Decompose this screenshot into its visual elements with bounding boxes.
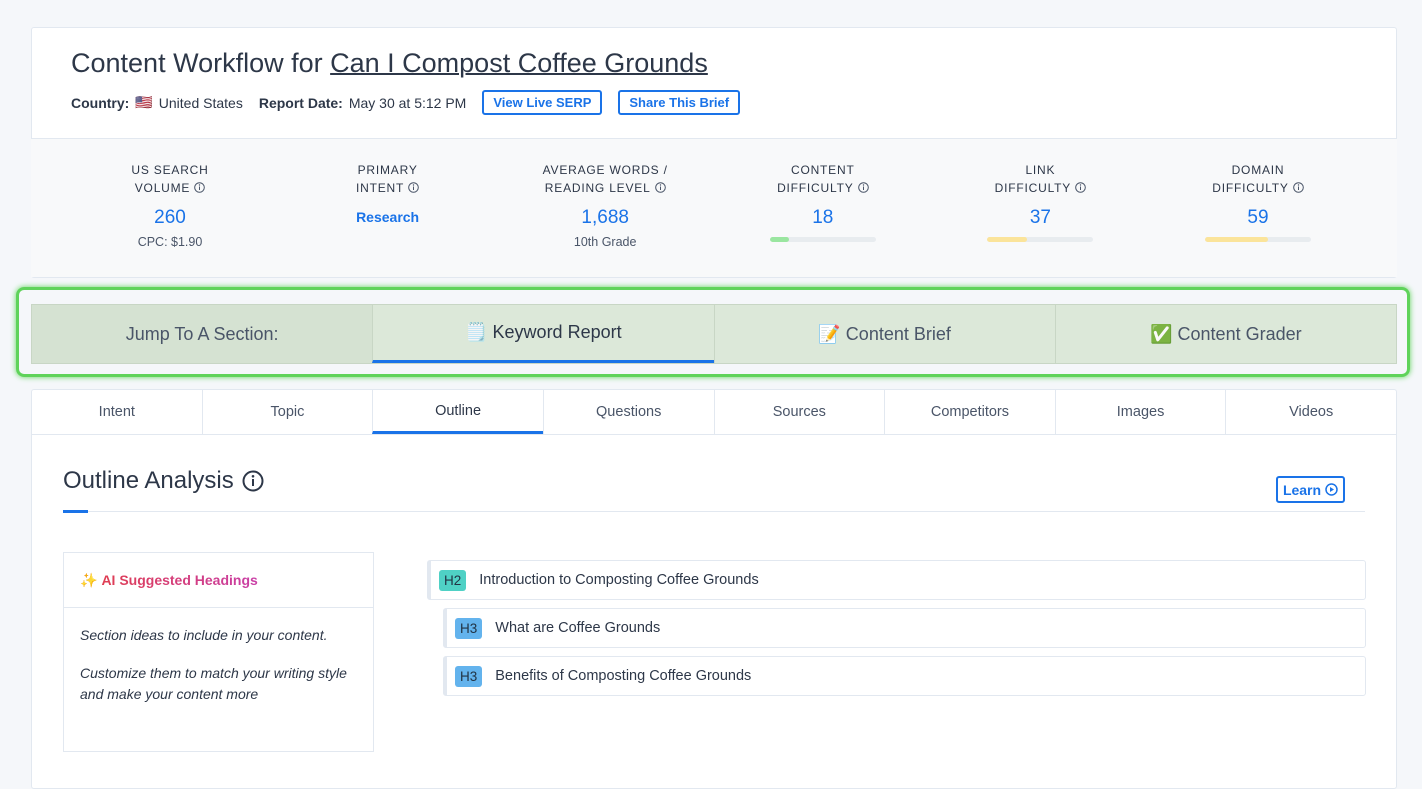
tab[interactable]: Sources (713, 390, 885, 434)
sidebar-text: Section ideas to include in your content… (80, 627, 328, 643)
jump-section[interactable]: 🗒️ Keyword Report (372, 305, 714, 363)
page: Content Workflow for Can I Compost Coffe… (16, 27, 1410, 789)
ai-sidebar: ✨ AI Suggested Headings Section ideas to … (63, 552, 374, 752)
metric: US SEARCH VOLUME 260 CPC: $1.90 (61, 139, 279, 249)
metric: DOMAIN DIFFICULTY 59 (1149, 139, 1367, 242)
info-icon[interactable] (1292, 182, 1304, 193)
heading-level: H3 (455, 665, 483, 687)
play-icon (1325, 483, 1338, 496)
metric-label: PRIMARY INTENT (279, 161, 497, 197)
metric: AVERAGE WORDS / READING LEVEL 1,688 10th Gr… (496, 139, 714, 249)
sidebar-body: Section ideas to include in your content… (64, 625, 373, 705)
difficulty-bar (769, 237, 789, 242)
sidebar-text: Customize them to match your writing sty… (80, 665, 347, 702)
heading-row: H3 What are Coffee Grounds (443, 608, 1366, 648)
difficulty-track (1205, 237, 1311, 242)
metric-label-line: READING LEVEL (544, 181, 651, 195)
country-label: Country: (71, 94, 130, 111)
metric-value: 37 (1029, 207, 1051, 228)
heading-row: H2 Introduction to Composting Coffee Grou… (427, 560, 1366, 600)
view-serp-button[interactable]: View Live SERP (482, 90, 603, 115)
tab[interactable]: Outline (372, 390, 543, 434)
heading-row: H3 Benefits of Composting Coffee Grounds (443, 656, 1366, 696)
country-flag: 🇺🇸 (135, 94, 153, 110)
sparkle-icon: ✨ (80, 571, 98, 588)
metric: PRIMARY INTENT Research (279, 139, 497, 225)
title-prefix: Content Workflow for (71, 48, 323, 78)
metric-label: DOMAIN DIFFICULTY (1149, 161, 1367, 197)
metric-label-line: VOLUME (134, 181, 191, 195)
metric-label-line: DIFFICULTY (1212, 181, 1289, 195)
metric-label-line: CONTENT (790, 163, 855, 177)
metric-label-line: PRIMARY (357, 163, 418, 177)
report-date: May 30 at 5:12 PM (348, 94, 467, 111)
metric-label-line: DIFFICULTY (777, 181, 854, 195)
tab[interactable]: Images (1054, 390, 1226, 434)
info-icon[interactable] (654, 182, 666, 193)
jump-section[interactable]: ✅ Content Grader (1054, 305, 1396, 363)
difficulty-bar (1205, 237, 1268, 242)
info-icon[interactable] (408, 182, 419, 193)
info-icon[interactable] (242, 470, 264, 492)
tab[interactable]: Competitors (884, 390, 1055, 434)
metric-label-line: US SEARCH (131, 163, 209, 177)
sidebar-header: ✨ AI Suggested Headings (64, 553, 373, 608)
outline-title: Outline Analysis (63, 467, 234, 494)
metric-label-line: AVERAGE WORDS / (542, 163, 668, 177)
metric-label-line: DIFFICULTY (994, 181, 1072, 195)
heading-text: Benefits of Composting Coffee Grounds (495, 668, 752, 684)
info-icon[interactable] (1075, 182, 1086, 193)
metric-value: 59 (1247, 207, 1269, 228)
learn-button[interactable]: Learn (1276, 476, 1345, 503)
tab[interactable]: Questions (542, 390, 714, 434)
sidebar-title: AI Suggested Headings (101, 572, 258, 588)
metric-sub: CPC: $1.90 (137, 235, 203, 249)
metric-label: LINK DIFFICULTY (931, 161, 1149, 197)
learn-label: Learn (1282, 481, 1322, 498)
jump-bar: Jump To A Section: 🗒️ Keyword Report 📝 Co… (31, 304, 1397, 364)
metric-sub: 10th Grade (573, 235, 637, 249)
jump-section[interactable]: 📝 Content Brief (713, 305, 1055, 363)
page-title: Content Workflow for Can I Compost Coffe… (71, 48, 708, 79)
metrics: US SEARCH VOLUME 260 CPC: $1.90 PRIMARY INTEN… (31, 138, 1397, 277)
tab[interactable]: Topic (201, 390, 373, 434)
metric-value: 260 (154, 207, 186, 228)
metric: CONTENT DIFFICULTY 18 (714, 139, 932, 242)
heading-level: H2 (439, 569, 467, 591)
metric-label: US SEARCH VOLUME (61, 161, 279, 197)
difficulty-bar (987, 237, 1027, 242)
heading-level: H3 (455, 617, 483, 639)
metric-label-line: INTENT (356, 181, 405, 195)
metric-label: AVERAGE WORDS / READING LEVEL (496, 161, 714, 197)
divider (63, 511, 1365, 512)
info-icon[interactable] (194, 182, 206, 193)
tab[interactable]: Intent (98, 404, 135, 420)
metric-value[interactable]: Research (356, 209, 420, 225)
metric-label-line: DOMAIN (1231, 163, 1285, 177)
heading-text: What are Coffee Grounds (495, 620, 661, 636)
report-date-label: Report Date: (258, 94, 343, 111)
title-keyword[interactable]: Can I Compost Coffee Grounds (330, 48, 708, 78)
difficulty-track (987, 237, 1094, 242)
section-title: Outline Analysis (63, 467, 264, 495)
metric-value: 18 (812, 207, 834, 228)
highlight (16, 287, 1410, 377)
tab-row: Intent Topic Outline Questions Sources Compet… (32, 390, 1396, 435)
difficulty-track (769, 237, 876, 242)
heading-text: Introduction to Composting Coffee Ground… (479, 572, 759, 588)
tab[interactable]: Videos (1225, 390, 1396, 434)
metric-label-line: LINK (1025, 163, 1056, 177)
info-icon[interactable] (857, 182, 869, 193)
metric: LINK DIFFICULTY 37 (931, 139, 1149, 242)
country: United States (158, 94, 243, 111)
report-meta: Country: 🇺🇸 United States Report Date: M… (71, 90, 741, 115)
share-button[interactable]: Share This Brief (618, 90, 741, 115)
metric-value: 1,688 (581, 207, 629, 228)
jump-label: Jump To A Section: (32, 305, 373, 363)
metric-label: CONTENT DIFFICULTY (714, 161, 932, 197)
divider-accent (63, 510, 88, 513)
